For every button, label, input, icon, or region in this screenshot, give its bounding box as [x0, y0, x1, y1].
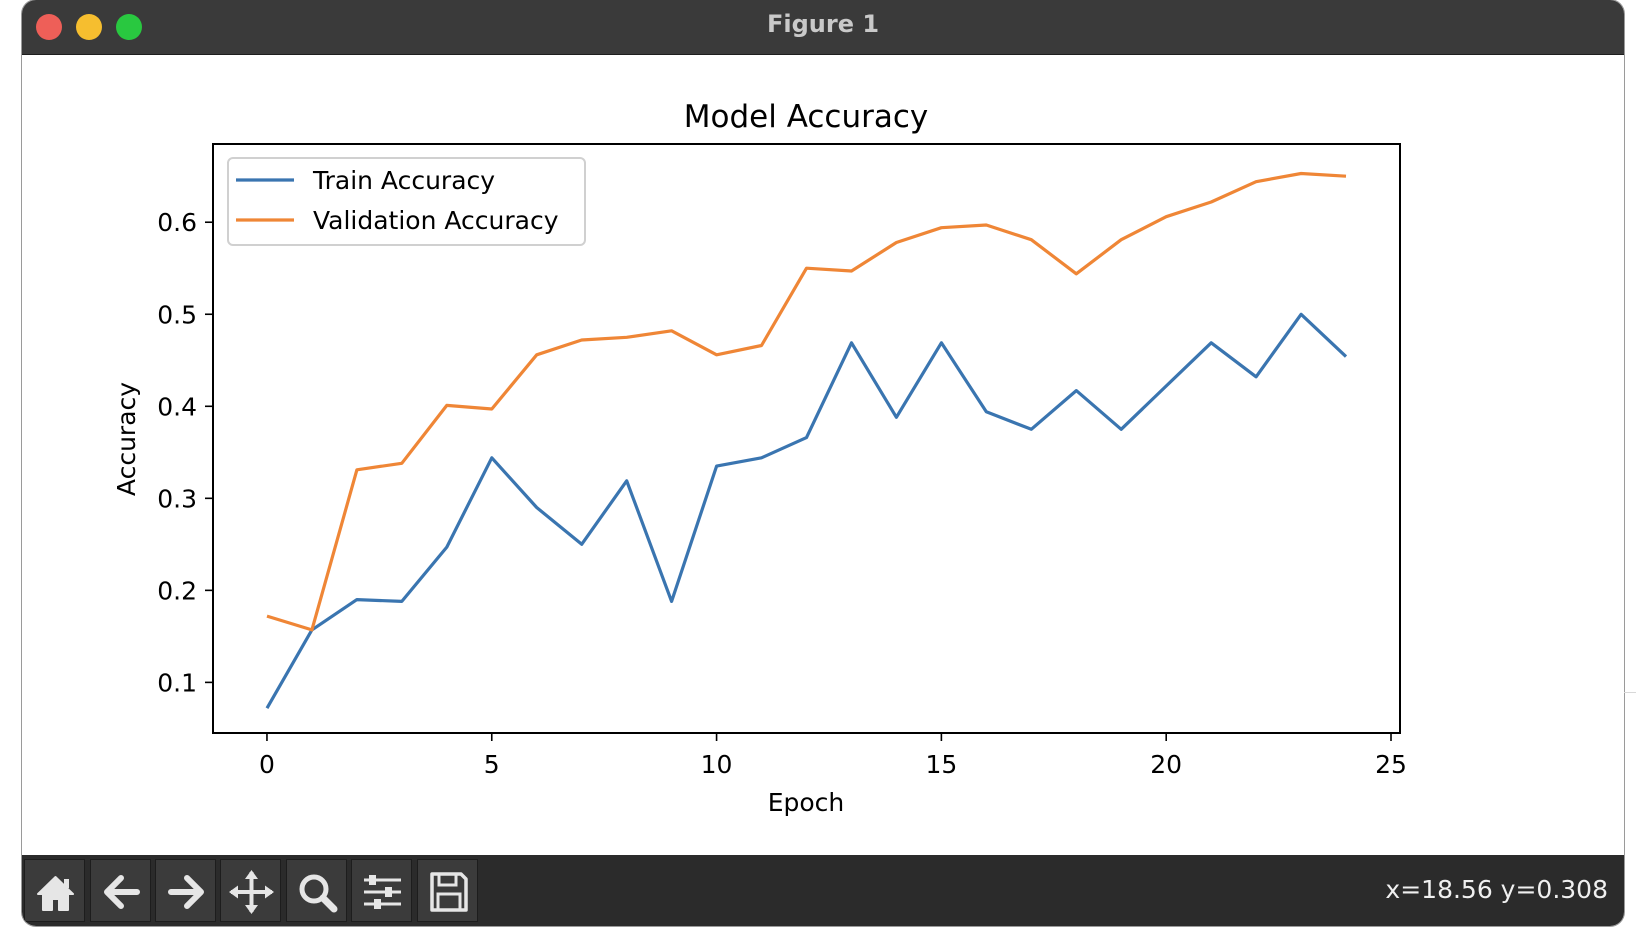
sliders-icon: [364, 875, 401, 909]
zoom-button[interactable]: [286, 859, 347, 922]
y-tick-label: 0.3: [157, 484, 197, 513]
plot-area: 0 5 10 15 20 25 0.1 0.2 0.3 0.4 0.5 0.6 Train Accura…: [157, 143, 1407, 779]
cursor-coordinates: x=18.56 y=0.308: [1385, 875, 1608, 904]
save-button[interactable]: [417, 859, 478, 922]
x-tick-label: 5: [484, 750, 500, 779]
back-button[interactable]: [90, 859, 151, 922]
move-icon: [229, 870, 274, 914]
figure-canvas[interactable]: Model Accuracy 0 5 10 15 20 25 0.1 0.2 0.3 0.4 0.5…: [22, 55, 1624, 855]
legend-box: [227, 157, 586, 246]
y-tick-label: 0.5: [157, 300, 197, 329]
x-axis-label: Epoch: [768, 788, 845, 817]
y-axis-label: Accuracy: [112, 382, 141, 496]
close-window-button[interactable]: [36, 14, 62, 40]
arrow-right-icon: [168, 875, 204, 909]
x-tick-label: 25: [1375, 750, 1407, 779]
chart-title: Model Accuracy: [684, 99, 928, 135]
legend-entry: Validation Accuracy: [313, 206, 559, 235]
floppy-disk-icon: [430, 872, 468, 912]
x-tick-label: 20: [1150, 750, 1182, 779]
x-tick-label: 0: [259, 750, 275, 779]
y-tick-label: 0.1: [157, 668, 197, 697]
minimize-window-button[interactable]: [76, 14, 102, 40]
search-icon: [299, 874, 338, 913]
configure-subplots-button[interactable]: [351, 859, 412, 922]
maximize-window-button[interactable]: [116, 14, 142, 40]
y-tick-label: 0.4: [157, 392, 197, 421]
series-line-1: [266, 171, 1347, 632]
y-tick-label: 0.6: [157, 208, 197, 237]
series-line-0: [265, 312, 1348, 709]
pan-button[interactable]: [220, 859, 281, 922]
navigation-toolbar: x=18.56 y=0.308: [22, 855, 1624, 926]
y-tick-label: 0.2: [157, 576, 197, 605]
window-title: Figure 1: [766, 10, 880, 38]
forward-button[interactable]: [155, 859, 216, 922]
figure-window: Figure 1 Model Accuracy 0 5 10 15 20 25 0.1 0.2…: [22, 0, 1624, 926]
home-button[interactable]: [24, 859, 85, 922]
home-icon: [37, 876, 74, 911]
background-edge: [1624, 692, 1636, 693]
arrow-left-icon: [104, 875, 140, 909]
axes-frame: [212, 143, 1401, 734]
x-tick-label: 15: [925, 750, 957, 779]
accuracy-chart[interactable]: Model Accuracy 0 5 10 15 20 25 0.1 0.2 0.3 0.4 0.5…: [22, 55, 1624, 855]
x-tick-label: 10: [701, 750, 733, 779]
legend-entry: Train Accuracy: [312, 166, 495, 195]
title-bar: Figure 1: [22, 0, 1624, 55]
